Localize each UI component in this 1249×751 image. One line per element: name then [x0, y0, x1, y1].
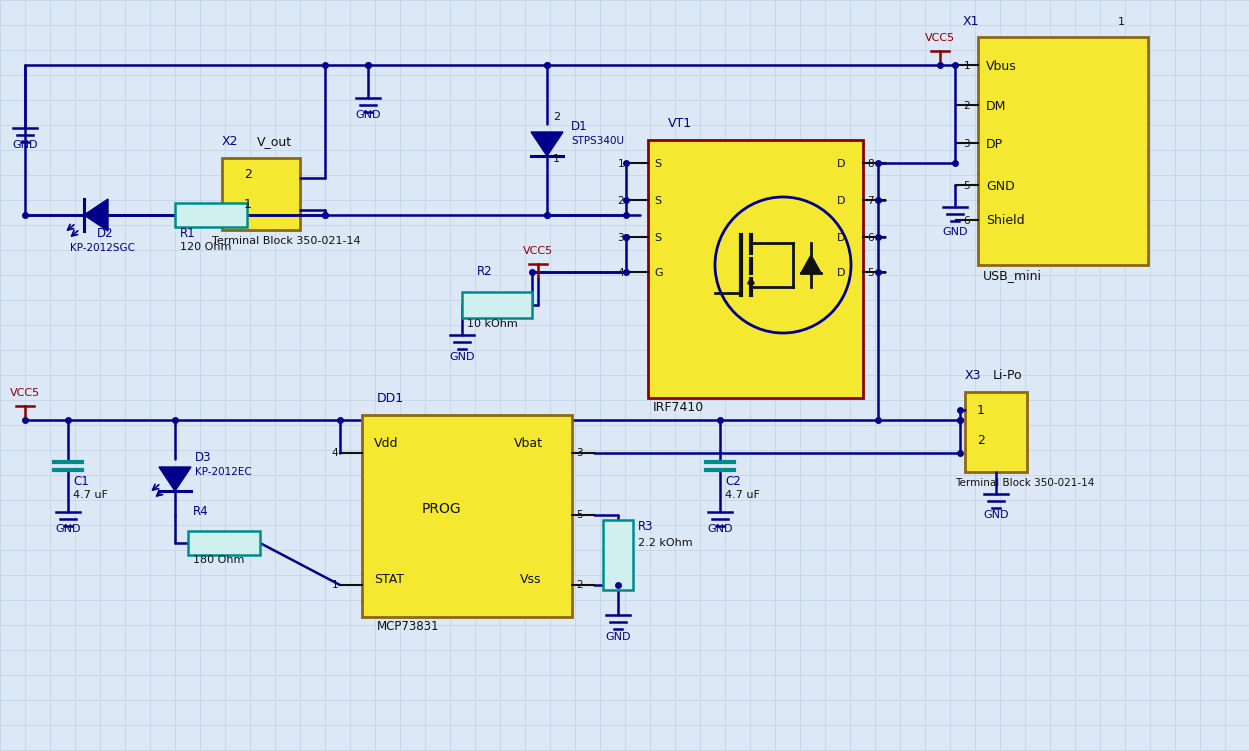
- Text: 4.7 uF: 4.7 uF: [72, 490, 107, 500]
- Polygon shape: [801, 255, 821, 273]
- Text: GND: GND: [707, 524, 733, 534]
- Text: VT1: VT1: [668, 117, 692, 130]
- Polygon shape: [159, 467, 191, 491]
- Polygon shape: [84, 199, 107, 231]
- Text: 2: 2: [617, 196, 624, 206]
- Text: C2: C2: [724, 475, 741, 488]
- Text: GND: GND: [985, 179, 1014, 192]
- Text: GND: GND: [355, 110, 381, 120]
- Text: 6: 6: [963, 216, 970, 226]
- Text: VCC5: VCC5: [10, 388, 40, 398]
- Text: 180 Ohm: 180 Ohm: [194, 555, 245, 565]
- Text: D1: D1: [571, 120, 587, 133]
- Text: 120 Ohm: 120 Ohm: [180, 242, 231, 252]
- Text: KP-2012EC: KP-2012EC: [195, 467, 252, 477]
- Bar: [189, 531, 260, 555]
- Text: 1: 1: [244, 198, 252, 211]
- Text: Terminal Block 350-021-14: Terminal Block 350-021-14: [955, 478, 1094, 488]
- Text: VCC5: VCC5: [926, 33, 955, 43]
- Text: 1: 1: [331, 580, 338, 590]
- Text: G: G: [654, 268, 663, 278]
- Text: VCC5: VCC5: [523, 246, 553, 256]
- Text: X3: X3: [965, 369, 982, 382]
- Text: STPS340U: STPS340U: [571, 136, 624, 146]
- Text: 1: 1: [1118, 17, 1125, 27]
- Text: 10 kOhm: 10 kOhm: [467, 319, 518, 329]
- Text: 2: 2: [963, 101, 970, 111]
- Text: D2: D2: [97, 227, 114, 240]
- Text: 2: 2: [977, 434, 985, 447]
- Text: Vdd: Vdd: [373, 437, 398, 450]
- Text: GND: GND: [12, 140, 37, 150]
- Text: 4: 4: [617, 268, 624, 278]
- Text: IRF7410: IRF7410: [653, 401, 704, 414]
- Text: R3: R3: [638, 520, 653, 533]
- Text: 4.7 uF: 4.7 uF: [724, 490, 759, 500]
- Text: S: S: [654, 233, 661, 243]
- Text: MCP73831: MCP73831: [377, 620, 440, 633]
- Text: V_out: V_out: [257, 135, 292, 148]
- Text: D: D: [837, 196, 846, 206]
- Text: 5: 5: [867, 268, 873, 278]
- Bar: [648, 140, 863, 398]
- Text: 1: 1: [977, 404, 985, 417]
- Text: X1: X1: [963, 15, 979, 28]
- Text: 6: 6: [867, 233, 873, 243]
- Text: 1: 1: [963, 61, 970, 71]
- Text: KP-2012SGC: KP-2012SGC: [70, 243, 135, 253]
- Text: X2: X2: [222, 135, 239, 148]
- Bar: [175, 203, 247, 227]
- Text: D: D: [837, 268, 846, 278]
- Text: GND: GND: [55, 524, 81, 534]
- Text: Vbus: Vbus: [985, 59, 1017, 73]
- Text: S: S: [654, 159, 661, 169]
- Text: 2: 2: [576, 580, 582, 590]
- Text: STAT: STAT: [373, 573, 403, 586]
- Bar: [965, 392, 1027, 472]
- Text: GND: GND: [606, 632, 631, 642]
- Bar: [978, 37, 1148, 265]
- Text: Li-Po: Li-Po: [993, 369, 1023, 382]
- Text: D: D: [837, 159, 846, 169]
- Text: DM: DM: [985, 99, 1007, 113]
- Bar: [362, 415, 572, 617]
- Text: 3: 3: [576, 448, 582, 458]
- Text: 2.2 kOhm: 2.2 kOhm: [638, 538, 693, 548]
- Polygon shape: [531, 132, 563, 156]
- Text: 1: 1: [617, 159, 624, 169]
- Text: USB_mini: USB_mini: [983, 269, 1042, 282]
- Text: GND: GND: [983, 510, 1009, 520]
- Text: Vbat: Vbat: [515, 437, 543, 450]
- Text: PROG: PROG: [422, 502, 462, 516]
- Text: D3: D3: [195, 451, 211, 464]
- Text: Vss: Vss: [520, 573, 542, 586]
- Bar: [603, 520, 633, 590]
- Text: GND: GND: [450, 352, 475, 362]
- Text: 5: 5: [576, 510, 582, 520]
- Text: GND: GND: [942, 227, 968, 237]
- Text: DD1: DD1: [377, 392, 405, 405]
- Text: DP: DP: [985, 137, 1003, 150]
- Text: Shield: Shield: [985, 215, 1024, 228]
- Text: 3: 3: [617, 233, 624, 243]
- Text: R1: R1: [180, 227, 196, 240]
- Text: 1: 1: [553, 154, 560, 164]
- Bar: [462, 292, 532, 318]
- Text: 8: 8: [867, 159, 873, 169]
- Text: 7: 7: [867, 196, 873, 206]
- Text: 5: 5: [963, 181, 970, 191]
- Text: 4: 4: [331, 448, 338, 458]
- Text: Terminal Block 350-021-14: Terminal Block 350-021-14: [212, 236, 361, 246]
- Bar: [222, 158, 300, 230]
- Text: 2: 2: [553, 112, 560, 122]
- Text: R2: R2: [477, 265, 492, 278]
- Text: S: S: [654, 196, 661, 206]
- Text: D: D: [837, 233, 846, 243]
- Text: 2: 2: [244, 168, 252, 181]
- Text: R4: R4: [194, 505, 209, 518]
- Text: 3: 3: [963, 139, 970, 149]
- Text: C1: C1: [72, 475, 89, 488]
